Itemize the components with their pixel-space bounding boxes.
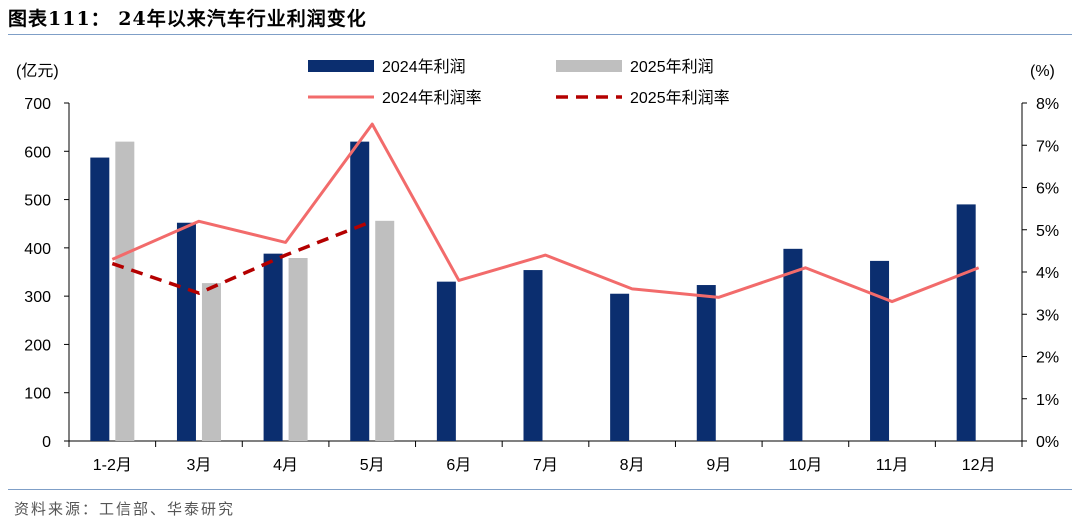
x-tick-label: 1-2月 xyxy=(93,457,132,474)
x-tick-label: 9月 xyxy=(706,457,731,474)
bar-2025-profit xyxy=(201,283,221,441)
x-tick-label: 4月 xyxy=(273,457,298,474)
y-left-tick-label: 600 xyxy=(24,144,51,161)
y-right-tick-label: 0% xyxy=(1036,434,1059,451)
x-tick-label: 12月 xyxy=(962,457,996,474)
source-note: 资料来源：工信部、华泰研究 xyxy=(14,500,236,518)
bar-2024-profit xyxy=(176,222,196,441)
y-right-tick-label: 4% xyxy=(1036,265,1059,282)
bar-2024-profit xyxy=(90,157,110,441)
bar-2025-profit xyxy=(115,141,135,441)
x-tick-label: 6月 xyxy=(446,457,471,474)
y-left-tick-label: 0 xyxy=(42,434,51,451)
y-left-tick-label: 700 xyxy=(24,96,51,113)
bar-2024-profit xyxy=(696,285,716,441)
bar-2024-profit xyxy=(263,253,283,441)
x-tick-label: 8月 xyxy=(620,457,645,474)
title-divider xyxy=(8,34,1072,35)
legend-label: 2024年利润 xyxy=(382,58,466,76)
line-2024-margin xyxy=(111,122,980,304)
y-right-tick-label: 2% xyxy=(1036,350,1059,367)
y-left-tick-label: 100 xyxy=(24,386,51,403)
y-right-axis-label: (%) xyxy=(1030,63,1055,80)
y-right-tick-label: 6% xyxy=(1036,181,1059,198)
x-tick-label: 5月 xyxy=(360,457,385,474)
source-divider xyxy=(8,489,1072,490)
x-tick-label: 3月 xyxy=(187,457,212,474)
y-right-tick-label: 8% xyxy=(1036,96,1059,113)
bar-2024-profit xyxy=(523,270,543,441)
y-left-tick-label: 400 xyxy=(24,241,51,258)
axes: 0 100 200 300 400 500 600 700 0% 1% 2% 3% 4% 5% 6% 7% 8%… xyxy=(16,62,1059,474)
x-tick-label: 7月 xyxy=(533,457,558,474)
line-2025-margin xyxy=(111,219,373,295)
y-left-tick-label: 200 xyxy=(24,337,51,354)
figure-title: 图表111： 24年以来汽车行业利润变化 xyxy=(8,8,367,30)
bar-2024-profit xyxy=(436,281,456,441)
y-right-tick-label: 3% xyxy=(1036,307,1059,324)
bar-2024-profit xyxy=(350,141,370,441)
lines xyxy=(111,122,980,304)
legend-swatch-bar xyxy=(308,60,374,72)
bar-2024-profit xyxy=(870,260,890,441)
bars xyxy=(90,141,976,441)
legend-swatch-bar xyxy=(556,60,622,72)
y-right-tick-label: 1% xyxy=(1036,392,1059,409)
legend-label: 2024年利润率 xyxy=(382,89,482,107)
bar-2024-profit xyxy=(610,293,630,441)
y-left-axis-label: (亿元) xyxy=(16,62,59,80)
legend-label: 2025年利润率 xyxy=(630,89,730,107)
legend-label: 2025年利润 xyxy=(630,58,714,76)
x-tick-label: 11月 xyxy=(876,457,909,474)
bar-2024-profit xyxy=(956,204,976,441)
bar-2025-profit xyxy=(288,257,308,441)
bar-2025-profit xyxy=(375,220,395,441)
bar-2024-profit xyxy=(783,248,803,441)
y-left-tick-label: 500 xyxy=(24,193,51,210)
y-right-tick-label: 7% xyxy=(1036,138,1059,155)
y-left-tick-label: 300 xyxy=(24,289,51,306)
legend: 2024年利润 2025年利润 2024年利润率 2025年利润率 xyxy=(308,58,730,107)
y-right-tick-label: 5% xyxy=(1036,223,1059,240)
x-tick-label: 10月 xyxy=(789,457,823,474)
